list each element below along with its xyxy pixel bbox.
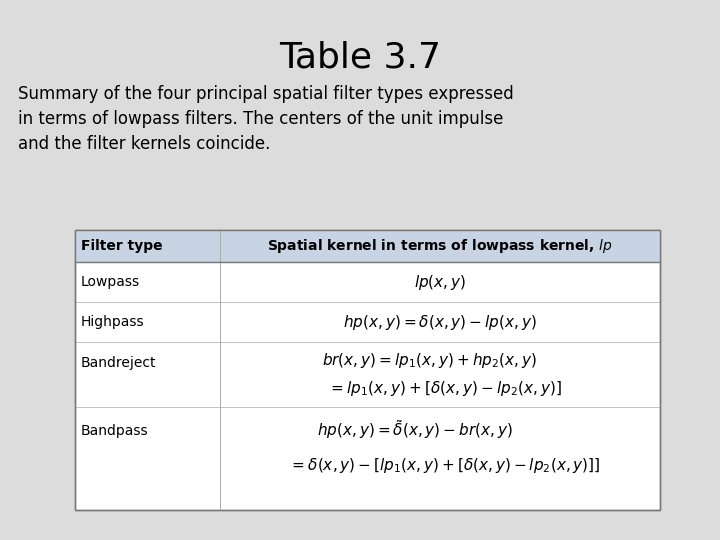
Text: Spatial kernel in terms of lowpass kernel, $\it{lp}$: Spatial kernel in terms of lowpass kerne… [267, 237, 613, 255]
Text: Lowpass: Lowpass [81, 275, 140, 289]
Text: $\mathit{hp}(x, y) = \tilde{\delta}(x, y) - \mathit{br}(x, y)$: $\mathit{hp}(x, y) = \tilde{\delta}(x, y… [317, 418, 513, 441]
Bar [75, 230, 660, 510]
Bar [75, 230, 660, 510]
Text: Table 3.7: Table 3.7 [279, 40, 441, 74]
Text: Summary of the four principal spatial filter types expressed
in terms of lowpass: Summary of the four principal spatial fi… [18, 85, 514, 153]
Text: $= \delta(x, y) - [\mathit{lp}_1(x, y) + [\delta(x, y) - \mathit{lp}_2(x, y)]]$: $= \delta(x, y) - [\mathit{lp}_1(x, y) +… [289, 456, 600, 475]
Text: Bandreject: Bandreject [81, 355, 156, 369]
Text: $\mathit{lp}(x, y)$: $\mathit{lp}(x, y)$ [414, 273, 466, 292]
Text: $\mathit{hp}(x, y) = \delta(x, y) - \mathit{lp}(x, y)$: $\mathit{hp}(x, y) = \delta(x, y) - \mat… [343, 313, 537, 332]
Bar [75, 230, 660, 262]
Text: $\mathit{br}(x, y) = \mathit{lp}_1(x, y) + \mathit{hp}_2(x, y)$: $\mathit{br}(x, y) = \mathit{lp}_1(x, y)… [323, 351, 538, 370]
Text: $= \mathit{lp}_1(x, y) + [\delta(x, y) - \mathit{lp}_2(x, y)]$: $= \mathit{lp}_1(x, y) + [\delta(x, y) -… [328, 379, 562, 398]
Text: Filter type: Filter type [81, 239, 163, 253]
Text: Highpass: Highpass [81, 315, 145, 329]
Text: Bandpass: Bandpass [81, 423, 148, 437]
